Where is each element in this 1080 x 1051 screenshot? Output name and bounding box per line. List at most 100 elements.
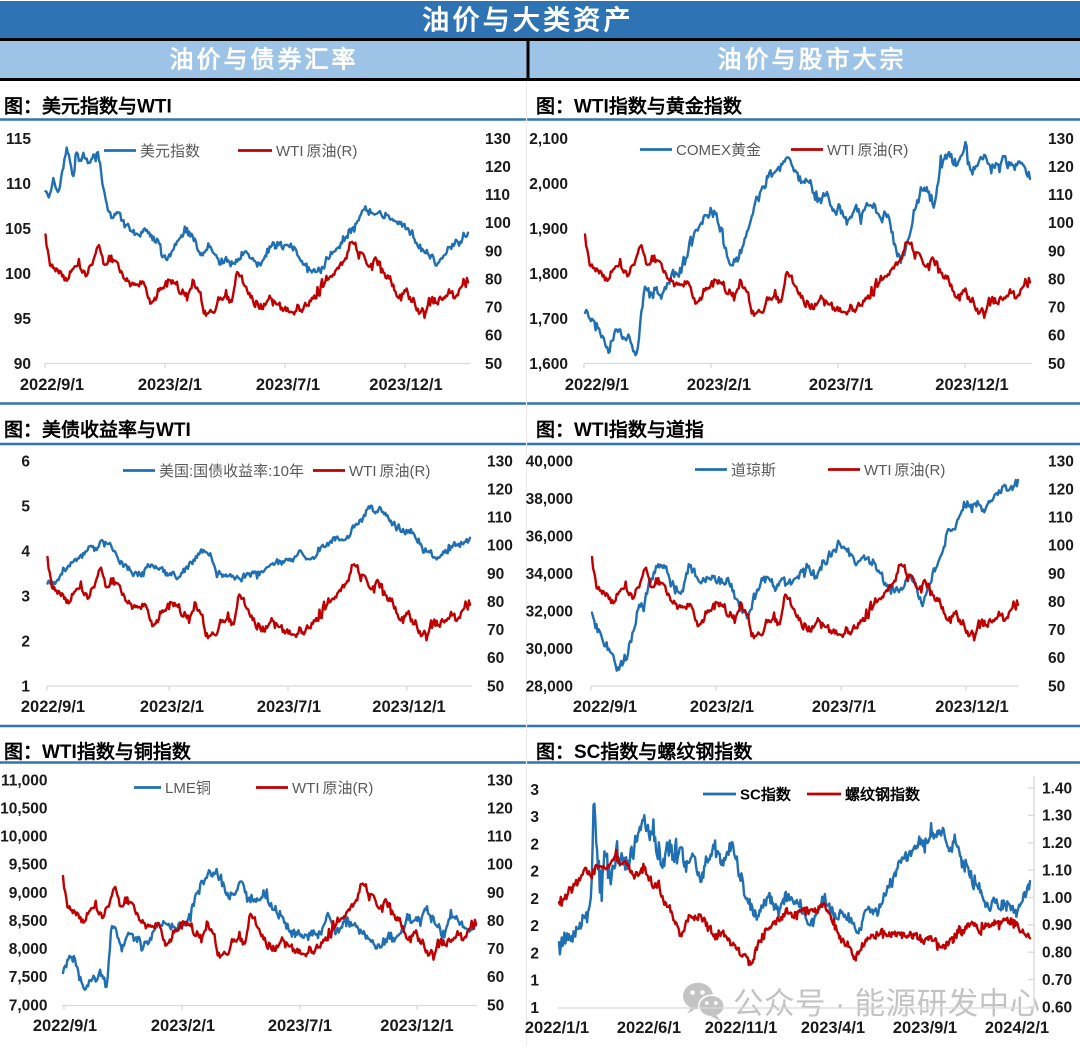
svg-text:70: 70 — [1048, 300, 1065, 317]
svg-text:3: 3 — [530, 782, 539, 799]
svg-text:34,000: 34,000 — [526, 566, 573, 583]
svg-text:2023/7/1: 2023/7/1 — [268, 1017, 332, 1035]
svg-text:60: 60 — [485, 328, 502, 345]
svg-text:1.30: 1.30 — [1042, 808, 1072, 825]
svg-text:1,600: 1,600 — [529, 356, 568, 373]
svg-text:2022/9/1: 2022/9/1 — [20, 376, 84, 394]
svg-text:90: 90 — [14, 356, 31, 373]
svg-text:130: 130 — [1048, 453, 1074, 470]
svg-text:WTI 原油(R): WTI 原油(R) — [292, 780, 373, 797]
svg-text:图：WTI指数与黄金指数: 图：WTI指数与黄金指数 — [536, 95, 743, 118]
svg-text:120: 120 — [487, 481, 513, 498]
svg-text:WTI 原油(R): WTI 原油(R) — [864, 462, 945, 479]
svg-text:8,500: 8,500 — [9, 913, 48, 930]
svg-text:130: 130 — [1048, 131, 1074, 148]
svg-text:WTI 原油(R): WTI 原油(R) — [349, 463, 430, 480]
svg-text:2: 2 — [530, 918, 539, 935]
svg-text:100: 100 — [487, 857, 513, 874]
svg-text:2022/9/1: 2022/9/1 — [565, 376, 629, 394]
svg-text:WTI 原油(R): WTI 原油(R) — [827, 142, 908, 159]
svg-text:110: 110 — [1048, 510, 1073, 527]
svg-text:110: 110 — [487, 510, 512, 527]
svg-text:100: 100 — [1048, 538, 1074, 555]
svg-text:2: 2 — [530, 945, 539, 962]
svg-text:70: 70 — [487, 941, 504, 958]
svg-text:50: 50 — [485, 356, 502, 373]
svg-text:螺纹钢指数: 螺纹钢指数 — [845, 786, 921, 804]
svg-text:0.90: 0.90 — [1042, 917, 1072, 934]
svg-text:2023/12/1: 2023/12/1 — [935, 698, 1008, 716]
svg-text:2023/7/1: 2023/7/1 — [256, 376, 320, 394]
svg-text:2,100: 2,100 — [529, 131, 568, 148]
svg-text:2023/9/1: 2023/9/1 — [893, 1019, 957, 1037]
svg-text:60: 60 — [487, 650, 504, 667]
svg-text:2023/2/1: 2023/2/1 — [140, 698, 204, 716]
svg-text:2023/7/1: 2023/7/1 — [257, 698, 321, 716]
svg-text:1: 1 — [21, 678, 30, 695]
svg-text:2,000: 2,000 — [529, 176, 568, 193]
svg-text:图：美债收益率与WTI: 图：美债收益率与WTI — [4, 418, 191, 441]
svg-text:3: 3 — [530, 809, 539, 826]
svg-text:28,000: 28,000 — [526, 678, 573, 695]
svg-text:50: 50 — [487, 678, 504, 695]
svg-text:2023/2/1: 2023/2/1 — [687, 376, 751, 394]
svg-text:LME铜: LME铜 — [165, 780, 211, 797]
svg-text:70: 70 — [485, 300, 502, 317]
svg-text:2022/1/1: 2022/1/1 — [525, 1019, 589, 1037]
svg-text:80: 80 — [1048, 271, 1065, 288]
svg-text:110: 110 — [485, 187, 510, 204]
svg-text:2022/6/1: 2022/6/1 — [617, 1019, 681, 1037]
svg-text:2: 2 — [530, 864, 539, 881]
svg-text:0.60: 0.60 — [1042, 999, 1072, 1016]
svg-text:90: 90 — [485, 243, 502, 260]
svg-text:100: 100 — [1048, 215, 1074, 232]
svg-text:2023/2/1: 2023/2/1 — [138, 376, 202, 394]
svg-text:32,000: 32,000 — [526, 603, 573, 620]
svg-text:60: 60 — [487, 969, 504, 986]
svg-text:80: 80 — [487, 913, 504, 930]
svg-text:130: 130 — [487, 772, 513, 789]
svg-text:2: 2 — [530, 836, 539, 853]
svg-text:1.20: 1.20 — [1042, 835, 1072, 852]
svg-text:90: 90 — [1048, 243, 1065, 260]
svg-text:2023/12/1: 2023/12/1 — [380, 1017, 453, 1035]
svg-text:50: 50 — [487, 997, 504, 1014]
svg-text:70: 70 — [1048, 622, 1065, 639]
svg-text:1,900: 1,900 — [529, 221, 568, 238]
svg-text:9,000: 9,000 — [9, 885, 48, 902]
svg-text:110: 110 — [1048, 187, 1073, 204]
svg-text:2023/2/1: 2023/2/1 — [151, 1017, 215, 1035]
svg-text:80: 80 — [487, 594, 504, 611]
svg-text:2023/7/1: 2023/7/1 — [809, 376, 873, 394]
svg-text:1,700: 1,700 — [529, 311, 568, 328]
svg-text:2022/9/1: 2022/9/1 — [573, 698, 637, 716]
svg-text:60: 60 — [1048, 328, 1065, 345]
svg-text:2022/11/1: 2022/11/1 — [705, 1019, 778, 1037]
svg-text:7,000: 7,000 — [9, 997, 48, 1014]
svg-text:1: 1 — [530, 973, 539, 990]
svg-text:120: 120 — [1048, 159, 1074, 176]
svg-text:38,000: 38,000 — [526, 491, 573, 508]
svg-text:1,800: 1,800 — [529, 266, 568, 283]
svg-text:油价与股市大宗: 油价与股市大宗 — [718, 46, 907, 74]
svg-text:图：SC指数与螺纹钢指数: 图：SC指数与螺纹钢指数 — [536, 740, 753, 763]
svg-text:8,000: 8,000 — [9, 941, 48, 958]
svg-text:2024/2/1: 2024/2/1 — [985, 1019, 1049, 1037]
svg-text:90: 90 — [1048, 566, 1065, 583]
svg-text:1.00: 1.00 — [1042, 890, 1072, 907]
svg-text:115: 115 — [6, 131, 31, 148]
svg-text:2022/9/1: 2022/9/1 — [21, 698, 85, 716]
svg-text:5: 5 — [21, 498, 30, 515]
svg-text:120: 120 — [485, 159, 511, 176]
svg-text:80: 80 — [485, 271, 502, 288]
svg-text:50: 50 — [1048, 678, 1065, 695]
svg-text:2: 2 — [21, 633, 30, 650]
svg-text:130: 130 — [487, 453, 513, 470]
svg-text:0.80: 0.80 — [1042, 945, 1072, 962]
svg-text:0.70: 0.70 — [1042, 972, 1072, 989]
svg-text:11,000: 11,000 — [1, 772, 48, 789]
svg-text:2023/7/1: 2023/7/1 — [812, 698, 876, 716]
svg-text:7,500: 7,500 — [9, 969, 48, 986]
svg-text:90: 90 — [487, 566, 504, 583]
svg-text:2023/12/1: 2023/12/1 — [372, 698, 445, 716]
